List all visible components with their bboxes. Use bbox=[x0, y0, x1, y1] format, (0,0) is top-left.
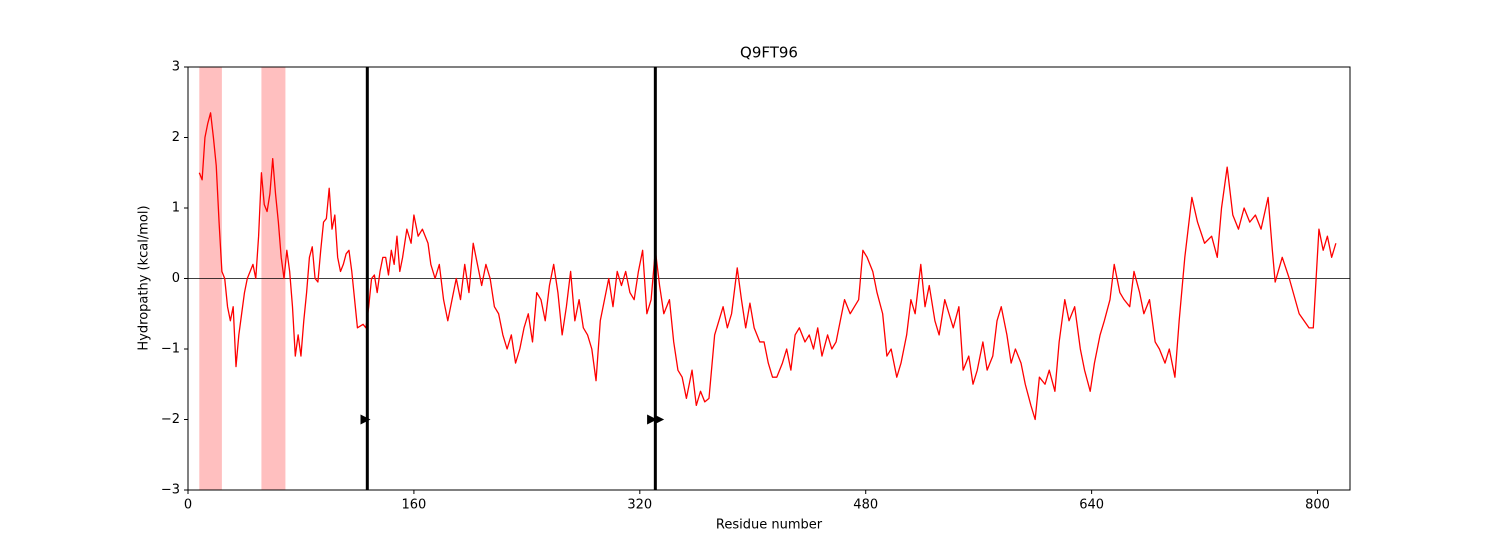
x-tick-label: 160 bbox=[401, 498, 426, 513]
x-tick-label: 800 bbox=[1305, 498, 1330, 513]
x-tick-label: 640 bbox=[1079, 498, 1104, 513]
y-tick-label: −2 bbox=[161, 412, 180, 427]
x-tick-label: 0 bbox=[184, 498, 192, 513]
y-tick-label: −1 bbox=[161, 342, 180, 357]
y-tick-label: 2 bbox=[172, 130, 180, 145]
chart-title: Q9FT96 bbox=[740, 44, 798, 62]
y-tick-label: 3 bbox=[172, 60, 180, 75]
marker bbox=[647, 414, 658, 425]
x-tick-label: 320 bbox=[627, 498, 652, 513]
x-tick-label: 480 bbox=[853, 498, 878, 513]
y-tick-label: 0 bbox=[172, 271, 180, 286]
y-tick-label: 1 bbox=[172, 201, 180, 216]
y-axis-label: Hydropathy (kcal/mol) bbox=[137, 205, 152, 350]
hydropathy-line bbox=[198, 112, 1337, 421]
y-tick-label: −3 bbox=[161, 483, 180, 498]
x-axis-label: Residue number bbox=[716, 518, 823, 533]
marker bbox=[360, 414, 371, 425]
marker bbox=[654, 414, 665, 425]
